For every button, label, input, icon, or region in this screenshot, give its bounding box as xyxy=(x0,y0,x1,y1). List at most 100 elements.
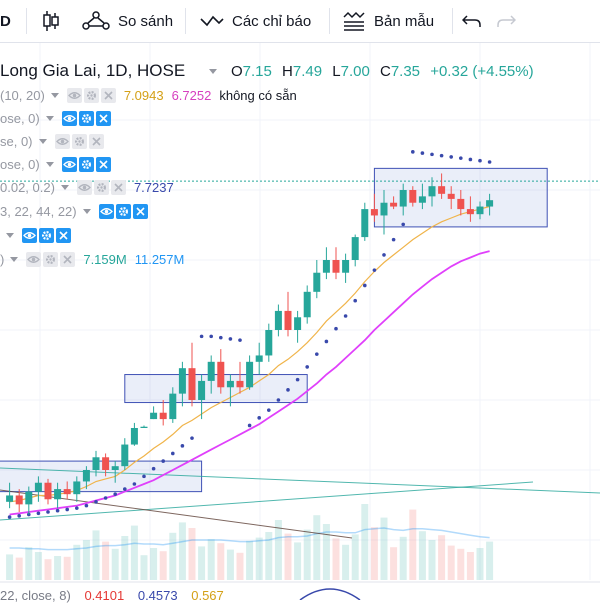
toolbar: D So sánh Các chỉ báo xyxy=(0,0,600,43)
indicator-row[interactable]: 0.02, 0.2) 7.7237 xyxy=(0,178,174,196)
change-value: +0.32 (+4.55%) xyxy=(430,63,534,80)
eye-icon[interactable] xyxy=(26,251,42,267)
chevron-down-icon[interactable] xyxy=(60,184,69,190)
indicator-value: 7.0943 xyxy=(123,87,164,103)
compare-icon xyxy=(82,11,110,30)
indicator-row[interactable]: ose, 0) xyxy=(0,109,111,127)
indicator-row[interactable] xyxy=(0,226,71,244)
close-icon[interactable] xyxy=(60,251,76,267)
volume-bar xyxy=(351,534,359,580)
eye-icon[interactable] xyxy=(22,227,37,243)
volume-bar xyxy=(44,559,52,580)
psar-dot xyxy=(142,474,146,479)
gear-icon[interactable] xyxy=(78,156,94,172)
psar-dot xyxy=(65,507,69,512)
chevron-down-icon[interactable] xyxy=(50,92,59,98)
candle-body xyxy=(150,412,158,420)
candle-body xyxy=(236,380,244,388)
eye-icon[interactable] xyxy=(98,203,114,219)
eye-icon[interactable] xyxy=(76,179,92,195)
psar-dot xyxy=(324,339,329,344)
volume-bar xyxy=(418,531,426,580)
psar-dot xyxy=(257,416,262,420)
range-box xyxy=(124,374,308,404)
volume-bar xyxy=(169,532,177,580)
redo-button[interactable] xyxy=(496,0,524,42)
chevron-down-icon[interactable] xyxy=(82,208,91,214)
chevron-down-icon[interactable] xyxy=(209,69,217,74)
close-icon[interactable] xyxy=(100,87,116,103)
volume-bar xyxy=(73,544,81,580)
chevron-down-icon[interactable] xyxy=(45,115,54,121)
undo-button[interactable] xyxy=(462,0,490,42)
volume-bar xyxy=(140,555,148,580)
psar-dot xyxy=(343,314,348,318)
candle-body xyxy=(476,206,484,215)
gear-icon[interactable] xyxy=(93,179,109,195)
indicator-row[interactable]: 3, 22, 44, 22) xyxy=(0,202,148,220)
psar-dot xyxy=(161,459,165,463)
close-icon[interactable] xyxy=(110,179,126,195)
eye-icon[interactable] xyxy=(54,133,70,149)
gear-icon[interactable] xyxy=(115,203,131,219)
gear-icon[interactable] xyxy=(43,251,59,267)
volume-bar xyxy=(284,533,292,580)
chevron-down-icon[interactable] xyxy=(6,232,14,238)
close-icon[interactable] xyxy=(132,203,148,219)
eye-icon[interactable] xyxy=(61,156,77,172)
open-label: O xyxy=(231,63,243,80)
candle-body xyxy=(207,361,215,381)
candle-body xyxy=(284,310,292,330)
toolbar-divider xyxy=(26,8,27,34)
psar-dot xyxy=(382,253,386,257)
close-icon[interactable] xyxy=(56,227,71,243)
templates-button[interactable]: Bản mẫu xyxy=(342,0,434,42)
chevron-down-icon[interactable] xyxy=(10,256,19,262)
close-icon[interactable] xyxy=(95,110,111,126)
volume-bar xyxy=(332,538,340,580)
candle-body xyxy=(370,209,378,216)
volume-bar xyxy=(274,520,282,580)
eye-icon[interactable] xyxy=(66,87,82,103)
volume-bar xyxy=(226,549,234,580)
indicators-button[interactable]: Các chỉ báo xyxy=(200,0,311,42)
close-icon[interactable] xyxy=(88,133,104,149)
eye-icon[interactable] xyxy=(61,110,77,126)
chart-type-button[interactable] xyxy=(42,0,68,42)
close-icon[interactable] xyxy=(95,156,111,172)
candle-body xyxy=(428,186,436,197)
chevron-down-icon[interactable] xyxy=(45,161,54,167)
volume-bar xyxy=(447,545,455,580)
volume-bar xyxy=(457,548,465,580)
candle-body xyxy=(332,260,340,273)
indicator-row[interactable]: ose, 0) xyxy=(0,155,111,173)
low-label: L xyxy=(332,63,341,80)
psar-dot xyxy=(151,466,156,471)
gear-icon[interactable] xyxy=(71,133,87,149)
psar-dot xyxy=(372,268,377,272)
indicator-value: 7.159M xyxy=(83,251,127,267)
volume-bar xyxy=(207,539,215,580)
chevron-down-icon[interactable] xyxy=(38,138,47,144)
indicator-row[interactable]: (10, 20) 7.0943 6.7252 không có sẵn xyxy=(0,86,297,104)
gear-icon[interactable] xyxy=(78,110,94,126)
open-value: 7.15 xyxy=(242,63,272,80)
candle-body xyxy=(438,186,446,194)
volume-bar xyxy=(303,529,311,580)
indicator-row[interactable]: se, 0) xyxy=(0,132,104,150)
candle-body xyxy=(63,489,71,495)
indicator-params: ) xyxy=(0,251,5,267)
compare-button[interactable]: So sánh xyxy=(82,0,173,42)
series-title[interactable]: Long Gia Lai, 1D, HOSE xyxy=(0,61,186,80)
candle-body xyxy=(466,209,474,215)
indicator-row[interactable]: ) 7.159M 11.257M xyxy=(0,250,184,268)
psar-dot xyxy=(334,326,338,331)
volume-bar xyxy=(255,537,263,580)
candle-body xyxy=(351,237,359,260)
symbol-button[interactable]: D xyxy=(0,0,11,42)
oscillator-legend: 22, close, 8) 0.4101 0.4573 0.567 xyxy=(0,588,224,603)
gear-icon[interactable] xyxy=(39,227,54,243)
templates-icon xyxy=(343,11,365,31)
gear-icon[interactable] xyxy=(83,87,99,103)
